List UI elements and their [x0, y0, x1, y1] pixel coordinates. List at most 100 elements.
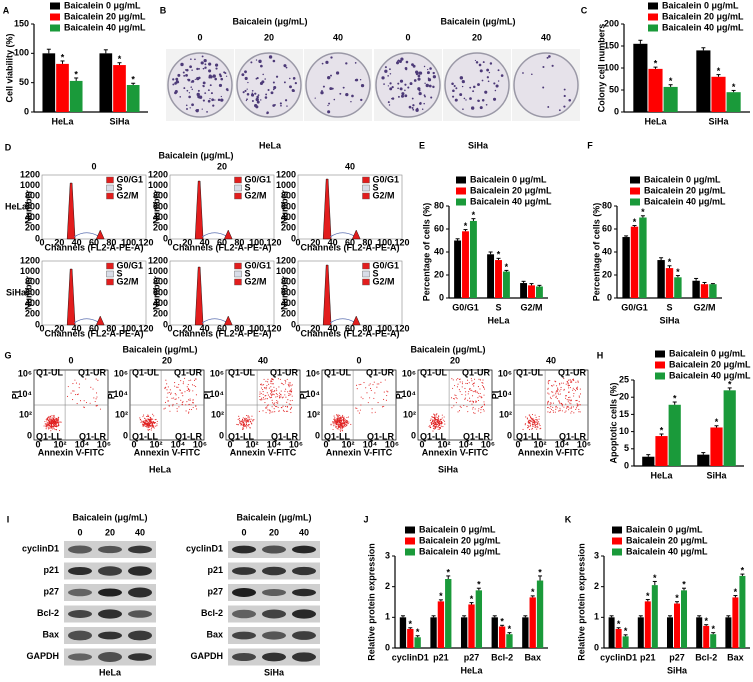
event-dot: [54, 417, 56, 419]
colony: [465, 99, 467, 101]
event-dot: [547, 411, 549, 413]
event-dot: [75, 394, 77, 396]
event-dot: [277, 401, 279, 403]
quadrant-label: Q1-LR: [559, 431, 587, 441]
event-dot: [356, 407, 358, 409]
event-dot: [535, 423, 537, 426]
event-dot: [246, 425, 248, 427]
bar: [711, 76, 726, 112]
event-dot: [246, 427, 248, 429]
event-dot: [55, 426, 57, 428]
event-dot: [565, 397, 567, 399]
colony: [360, 98, 363, 102]
legend-label: Baicalein 0 μg/mL: [662, 0, 739, 10]
colony: [360, 84, 365, 88]
colony: [485, 103, 488, 106]
colony: [279, 102, 282, 105]
event-dot: [530, 420, 532, 422]
event-dot: [481, 406, 484, 408]
event-dot: [242, 422, 244, 424]
colony: [459, 93, 463, 97]
event-dot: [167, 400, 169, 402]
event-dot: [339, 430, 342, 432]
blot-band: [292, 631, 316, 640]
event-dot: [467, 393, 469, 395]
event-dot: [347, 422, 349, 425]
event-dot: [245, 421, 247, 423]
quadrant-label: Q1-UL: [228, 367, 256, 377]
event-dot: [372, 384, 374, 386]
event-dot: [549, 380, 551, 382]
event-dot: [55, 421, 57, 423]
bar: [528, 285, 535, 298]
colony: [217, 98, 221, 102]
significance-mark: *: [741, 565, 745, 575]
event-dot: [270, 382, 272, 384]
bar: [681, 590, 688, 648]
hist-legend-label: S: [372, 268, 378, 278]
event-dot: [483, 404, 486, 406]
event-dot: [269, 412, 271, 414]
event-dot: [277, 402, 279, 404]
event-dot: [428, 425, 430, 427]
event-dot: [434, 420, 436, 422]
event-dot: [560, 402, 562, 405]
event-dot: [436, 419, 438, 421]
colony: [225, 75, 228, 77]
event-dot: [538, 423, 541, 425]
event-dot: [566, 381, 568, 383]
scatter-x-label: Annexin V-FITC: [422, 447, 489, 457]
event-dot: [579, 411, 581, 413]
colony: [563, 105, 566, 108]
scatter-x-tick: 10²: [437, 439, 450, 449]
event-dot: [287, 383, 289, 386]
y-tick-label: 10: [619, 426, 629, 436]
dose-label: 20: [472, 32, 482, 42]
g2-peak: [351, 229, 361, 240]
event-dot: [380, 381, 382, 383]
significance-mark: *: [675, 593, 679, 603]
event-dot: [152, 426, 154, 428]
event-dot: [538, 418, 540, 420]
event-dot: [429, 424, 431, 426]
event-dot: [49, 419, 51, 421]
event-dot: [165, 379, 167, 381]
event-dot: [178, 406, 180, 408]
event-dot: [464, 397, 466, 399]
histogram-frame: [41, 174, 147, 240]
hist-legend-swatch: [234, 262, 242, 270]
colony: [412, 64, 416, 68]
event-dot: [153, 422, 155, 425]
event-dot: [575, 408, 577, 410]
event-dot: [576, 388, 578, 390]
y-tick-label: 50: [609, 84, 619, 94]
significance-mark: *: [477, 580, 481, 590]
colony: [432, 85, 435, 89]
colony: [175, 77, 179, 81]
event-dot: [472, 406, 474, 409]
colony: [451, 82, 454, 85]
event-dot: [459, 405, 461, 407]
event-dot: [237, 418, 239, 420]
event-dot: [288, 403, 290, 405]
hist-legend-swatch: [106, 278, 114, 286]
event-dot: [280, 396, 282, 398]
event-dot: [534, 425, 536, 427]
event-dot: [263, 398, 265, 400]
blot-band: [128, 653, 152, 661]
event-dot: [57, 421, 59, 423]
g1-peak: [66, 182, 76, 240]
event-dot: [437, 423, 439, 425]
event-dot: [189, 398, 191, 400]
event-dot: [271, 406, 273, 408]
event-dot: [565, 383, 567, 385]
quadrant-label: Q1-LR: [79, 431, 107, 441]
blot-band: [292, 566, 316, 576]
event-dot: [95, 405, 97, 407]
legend-label: Baicalein 40 μg/mL: [470, 196, 552, 206]
event-dot: [97, 379, 99, 381]
event-dot: [469, 387, 471, 390]
event-dot: [474, 390, 476, 392]
event-dot: [337, 420, 339, 422]
blot-band: [262, 652, 286, 662]
